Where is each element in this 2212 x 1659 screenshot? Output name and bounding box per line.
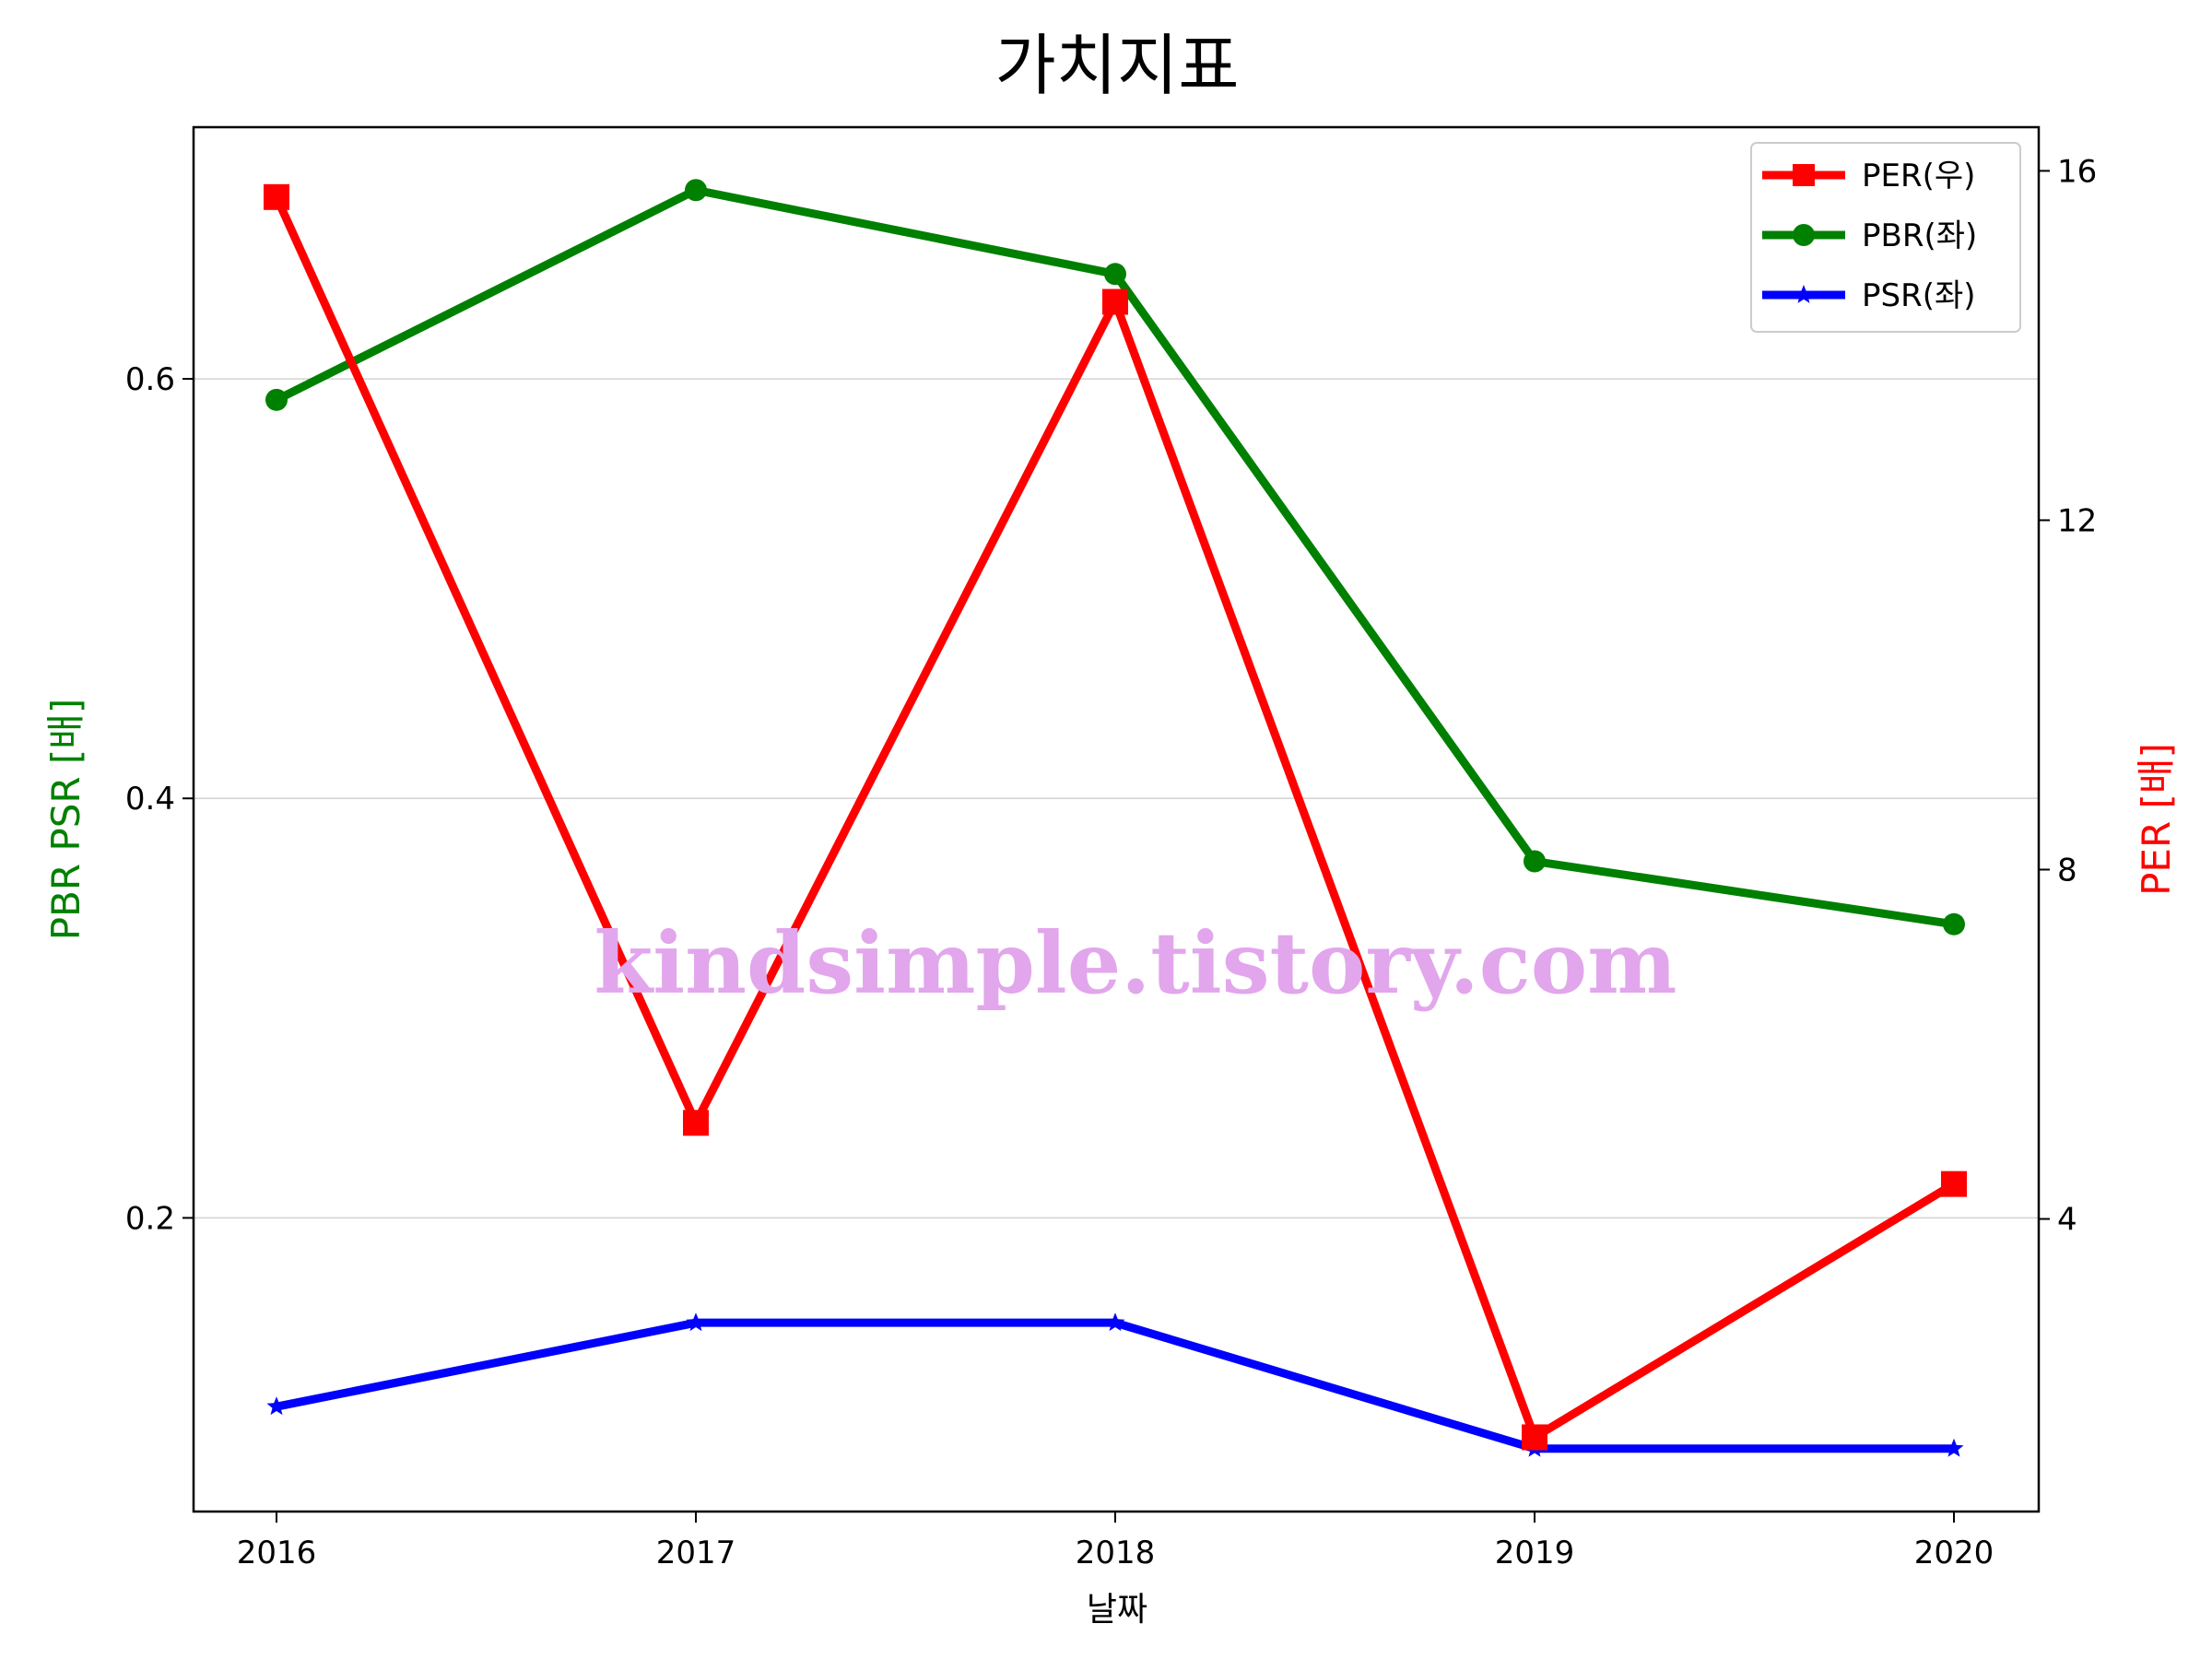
legend: PER(우) PBR(좌) PSR(좌) xyxy=(1750,142,2021,333)
x-axis: 2016 2017 2018 2019 2020 xyxy=(237,1512,1994,1571)
marker-circle xyxy=(265,388,288,411)
legend-label: PER(우) xyxy=(1862,158,1975,194)
marker-circle xyxy=(685,179,707,202)
marker-square xyxy=(264,183,289,210)
marker-square xyxy=(1102,288,1128,315)
y-left-tick-label: 0.6 xyxy=(125,361,175,398)
series-layer xyxy=(264,179,1967,1457)
x-axis-title: 날짜 xyxy=(1087,1591,1147,1629)
y-axis-right-title: PER [배] xyxy=(2134,743,2179,896)
x-tick-label: 2020 xyxy=(1914,1535,1994,1571)
marker-circle xyxy=(1524,850,1546,873)
x-tick-label: 2018 xyxy=(1076,1535,1156,1571)
marker-circle xyxy=(1943,912,1965,935)
marker-square xyxy=(1941,1171,1967,1197)
series-circle xyxy=(265,179,1965,935)
grid xyxy=(194,378,2039,1219)
legend-label: PSR(좌) xyxy=(1862,277,1976,314)
y-left-tick-label: 0.2 xyxy=(125,1200,175,1237)
y-axis-right: 4 8 12 16 xyxy=(2039,153,2097,1239)
chart-title: 가치지표 xyxy=(995,27,1240,104)
y-left-tick-label: 0.4 xyxy=(125,781,175,818)
watermark: kindsimple.tistory.com xyxy=(594,913,1677,1013)
marker-circle xyxy=(1793,224,1815,246)
x-tick-label: 2016 xyxy=(237,1535,317,1571)
marker-square xyxy=(683,1110,709,1136)
x-tick-label: 2017 xyxy=(656,1535,736,1571)
marker-star xyxy=(686,1312,706,1332)
marker-star xyxy=(1944,1438,1964,1457)
y-right-tick-label: 8 xyxy=(2057,852,2077,888)
y-right-tick-label: 4 xyxy=(2057,1202,2077,1239)
x-tick-label: 2019 xyxy=(1495,1535,1575,1571)
legend-label: PBR(좌) xyxy=(1862,218,1977,254)
y-right-tick-label: 12 xyxy=(2057,502,2097,539)
marker-square xyxy=(1793,164,1815,186)
series-square xyxy=(264,183,1967,1451)
marker-circle xyxy=(1104,263,1126,286)
marker-star xyxy=(1794,285,1814,303)
marker-star xyxy=(1105,1312,1125,1332)
marker-star xyxy=(266,1396,287,1416)
y-axis-left: 0.2 0.4 0.6 xyxy=(125,361,194,1237)
legend-box xyxy=(1750,142,2021,333)
y-right-tick-label: 16 xyxy=(2057,153,2097,190)
y-axis-left-title: PBR PSR [배] xyxy=(43,699,88,941)
marker-square xyxy=(1522,1424,1547,1451)
